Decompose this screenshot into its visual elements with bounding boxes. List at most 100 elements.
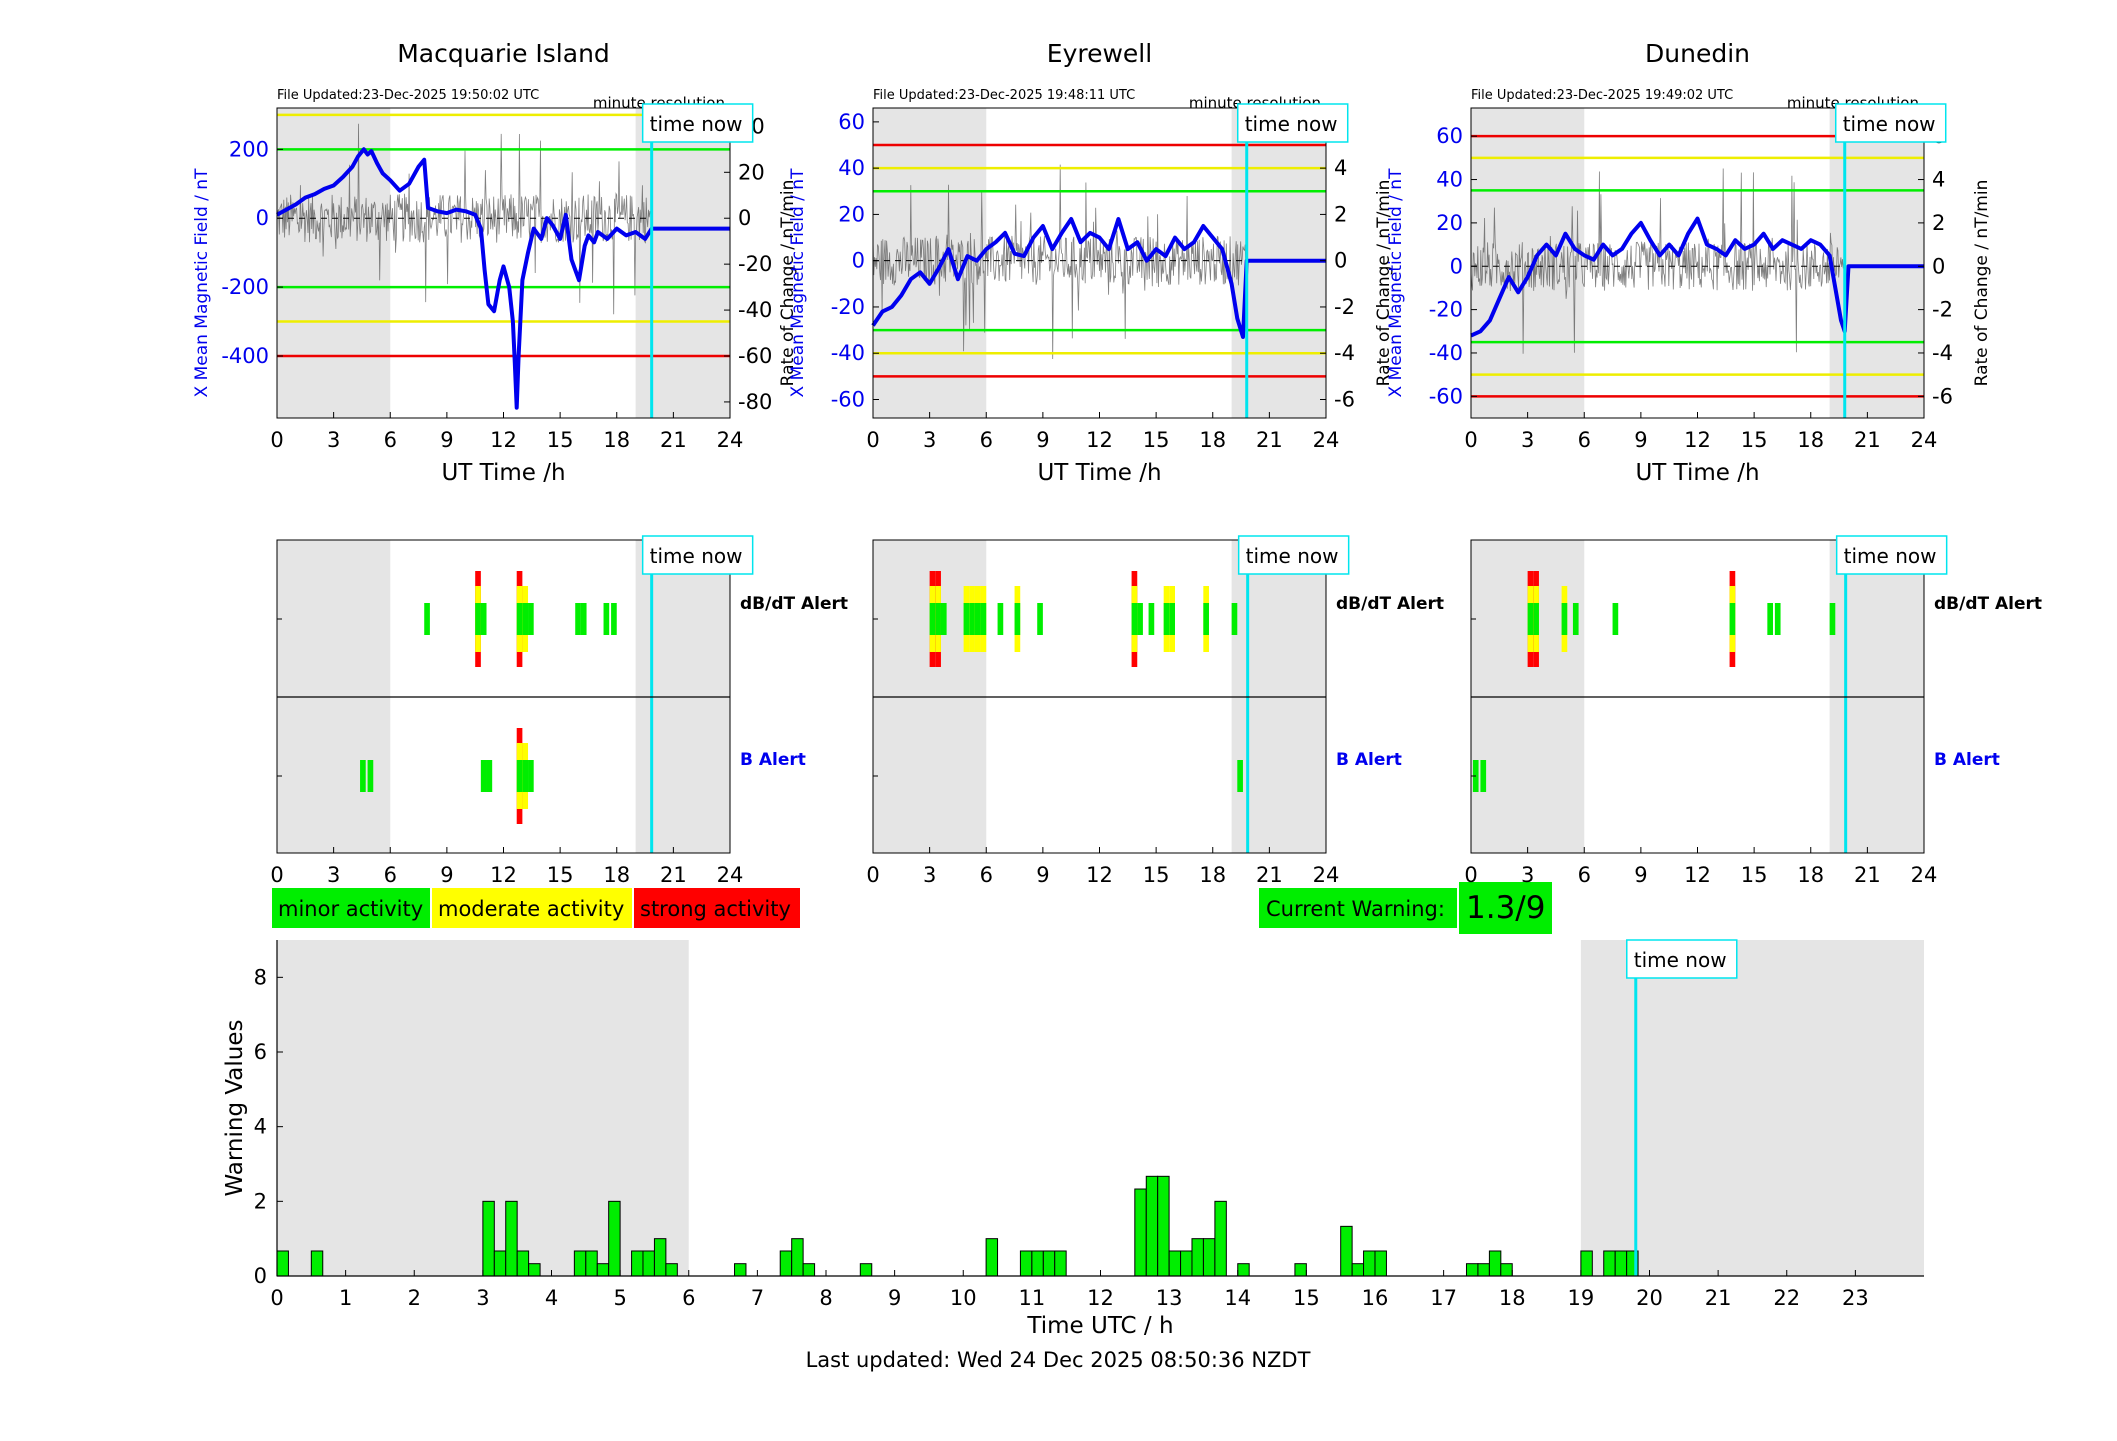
x-tick-label: 9	[888, 1286, 901, 1310]
warning-bar	[1363, 1250, 1376, 1277]
warning-bar	[1191, 1238, 1204, 1277]
dbdt-alert-block-minor	[935, 603, 941, 635]
current-warning-label: Current Warning:	[1266, 897, 1445, 921]
warning-bar	[1214, 1200, 1227, 1277]
activity-legend: minor activity moderate activity strong …	[272, 888, 800, 928]
warning-bar	[653, 1238, 667, 1277]
y-tick-label: -200	[221, 275, 269, 299]
y-axis-label: X Mean Magnetic Field / nT	[1386, 168, 1406, 398]
x-tick-label: 5	[613, 1286, 626, 1310]
warning-bar	[1019, 1250, 1033, 1277]
file-updated: File Updated:23-Dec-2025 19:49:02 UTC	[1471, 88, 1733, 103]
x-tick-label: 15	[547, 428, 574, 452]
y-tick-label: 0	[254, 1264, 267, 1288]
x-tick-label: 1	[339, 1286, 352, 1310]
x-tick-label: 9	[440, 863, 453, 887]
warning-bar	[276, 1250, 289, 1277]
dbdt-alert-block-minor	[603, 603, 610, 635]
warning-bar	[1157, 1175, 1170, 1277]
warning-bar	[573, 1250, 587, 1277]
magnetometer-panel-dunedin: 03691215182124-60-40-200204060-6-4-20246…	[1386, 39, 1992, 486]
time-now-label: time now	[1246, 544, 1339, 568]
y-tick-label: 40	[838, 156, 865, 180]
legend-minor-swatch	[272, 888, 430, 928]
legend-moderate-label: moderate activity	[438, 897, 624, 921]
x-tick-label: 12	[1684, 428, 1711, 452]
dbdt-alert-block-minor	[1527, 603, 1534, 635]
dbdt-alert-block-minor	[1612, 603, 1619, 635]
y2-tick-label: 2	[1932, 211, 1945, 235]
dbdt-row-label: dB/dT Alert	[1934, 594, 2042, 614]
x-tick-label: 6	[682, 1286, 695, 1310]
time-now-label: time now	[1843, 112, 1936, 136]
x-tick-label: 0	[1464, 863, 1477, 887]
warning-bar	[734, 1263, 747, 1277]
time-now-box	[641, 535, 754, 575]
dbdt-alert-block-minor	[611, 603, 617, 635]
x-tick-label: 2	[408, 1286, 421, 1310]
y2-tick-label: 20	[738, 160, 765, 184]
y-tick-label: 6	[254, 1040, 267, 1064]
x-tick-label: 12	[1087, 1286, 1114, 1310]
x-axis-label: UT Time /h	[1635, 460, 1759, 486]
x-tick-label: 3	[1521, 863, 1534, 887]
current-warning-label-box	[1259, 888, 1457, 928]
b-alert-block-minor	[486, 760, 493, 792]
warning-bar	[985, 1238, 999, 1277]
x-tick-label: 21	[1854, 428, 1881, 452]
x-tick-label: 24	[717, 863, 744, 887]
file-updated: File Updated:23-Dec-2025 19:50:02 UTC	[277, 88, 539, 103]
x-tick-label: 18	[1199, 428, 1226, 452]
current-warning-value: 1.3/9	[1466, 890, 1545, 926]
station-title: Dunedin	[1645, 39, 1750, 68]
x-tick-label: 0	[1464, 428, 1477, 452]
dbdt-alert-block-minor	[480, 603, 487, 635]
y-tick-label: -60	[1429, 384, 1463, 408]
y-tick-label: -60	[831, 387, 865, 411]
x-tick-label: 13	[1156, 1286, 1183, 1310]
station-title: Macquarie Island	[397, 39, 610, 68]
x-axis-label: UT Time /h	[1037, 460, 1161, 486]
alert-panel-macquarie-island: 0 3 6 9 12 15 18 21 24 dB/dT Alert B Alert time now	[270, 535, 848, 887]
y-tick-label: 40	[1436, 168, 1463, 192]
warning-bar	[791, 1238, 804, 1277]
warning-values-chart: 0 1 2 3 4 5 6 7 8 9 10 11 12 13 14 15 16 17 18 19 20 21 22 2302…	[222, 939, 1924, 1339]
dbdt-alert-block-minor	[1037, 603, 1043, 635]
magnetometer-panel-macquarie-island: 0 3 6 9 12 15 18 21 24-400-2000200-80-60-40-2002…	[192, 39, 798, 486]
dbdt-alert-block-minor	[980, 603, 987, 635]
x-tick-label: 6	[980, 863, 993, 887]
time-now-label: time now	[1245, 112, 1338, 136]
dbdt-alert-block-minor	[974, 603, 981, 635]
x-tick-label: 17	[1430, 1286, 1457, 1310]
dbdt-alert-block-minor	[1131, 603, 1138, 635]
dbdt-alert-block-minor	[997, 603, 1004, 635]
x-tick-label: 3	[327, 428, 340, 452]
x-tick-label: 3	[1521, 428, 1534, 452]
x-tick-label: 24	[1911, 428, 1938, 452]
dbdt-alert-block-minor	[1767, 603, 1773, 635]
x-tick-label: 6	[384, 863, 397, 887]
y-tick-label: 20	[1436, 211, 1463, 235]
x-tick-label: 12	[1684, 863, 1711, 887]
mean-field-series	[276, 147, 730, 410]
warning-bar	[1237, 1263, 1250, 1277]
warning-bar	[1374, 1250, 1387, 1277]
x-tick-label: 9	[1634, 863, 1647, 887]
legend-minor-label: minor activity	[278, 897, 423, 921]
y2-tick-label: -2	[1334, 295, 1355, 319]
b-alert-block-minor	[528, 760, 534, 792]
dbdt-alert-block-minor	[516, 603, 523, 635]
x-tick-label: 3	[923, 863, 936, 887]
x-tick-label: 6	[1578, 863, 1591, 887]
y2-tick-label: -2	[1932, 298, 1953, 322]
mean-field-series	[1470, 216, 1924, 338]
time-now-box	[1626, 939, 1738, 979]
x-tick-label: 15	[1741, 428, 1768, 452]
x-tick-label: 18	[1499, 1286, 1526, 1310]
b-alert-block-minor	[1480, 760, 1487, 792]
last-updated: Last updated: Wed 24 Dec 2025 08:50:36 N…	[806, 1348, 1311, 1372]
x-axis-label: UT Time /h	[441, 460, 565, 486]
warning-bar	[1500, 1263, 1513, 1277]
x-tick-label: 7	[751, 1286, 764, 1310]
